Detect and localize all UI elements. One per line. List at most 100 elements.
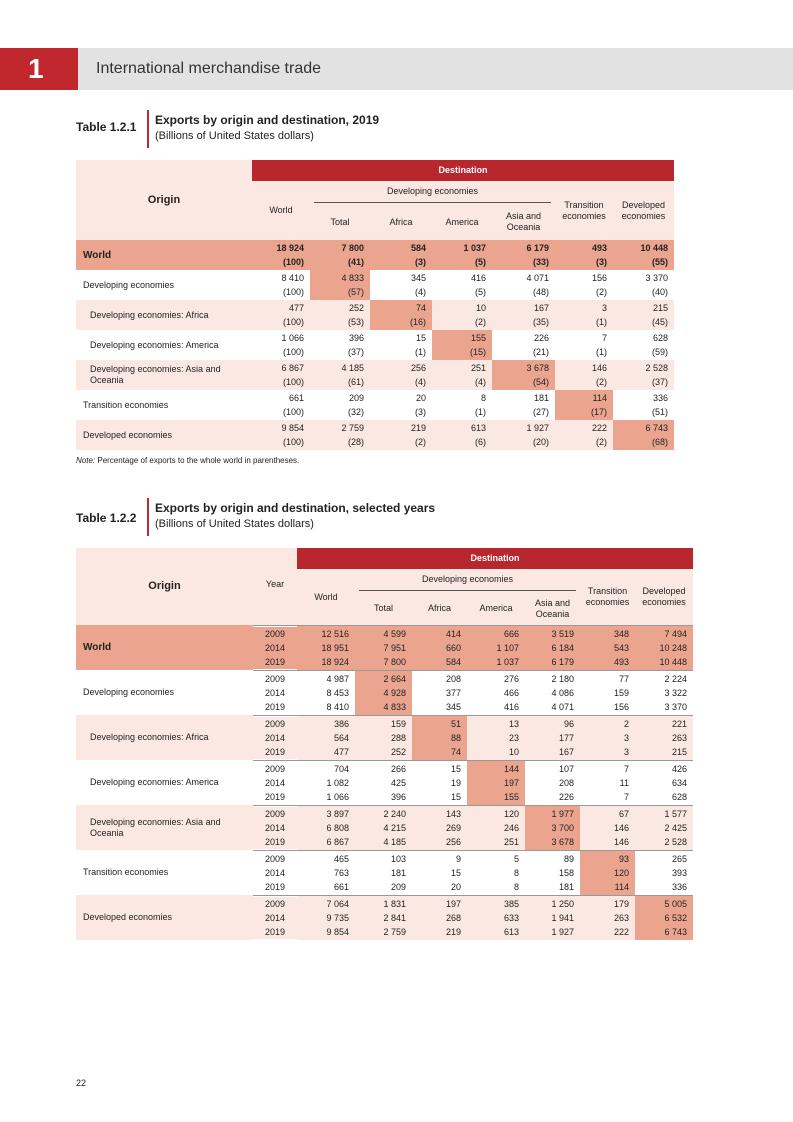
cell-bg [492, 420, 555, 450]
value: 4 086 [551, 688, 574, 698]
value: 666 [503, 629, 519, 639]
value: 9 854 [326, 927, 349, 937]
column-header: World [269, 205, 293, 215]
value: 7 064 [326, 899, 349, 909]
value: 633 [503, 913, 519, 923]
value: 2 180 [551, 674, 574, 684]
cell-bg [613, 420, 674, 450]
cell-bg [580, 671, 635, 715]
group-rule [359, 590, 576, 591]
cell-bg [370, 360, 432, 390]
share: (5) [475, 287, 486, 297]
value: 1 977 [551, 809, 574, 819]
cell-bg [310, 390, 370, 420]
value: 20 [415, 393, 426, 403]
value: 10 [475, 303, 486, 313]
value: 6 743 [664, 927, 687, 937]
share: (100) [282, 317, 304, 327]
value: 146 [591, 363, 607, 373]
value: 414 [445, 629, 461, 639]
value: 167 [533, 303, 549, 313]
group-rule [314, 202, 551, 203]
cell-bg [525, 806, 580, 850]
value: 10 448 [659, 657, 687, 667]
cell-bg [467, 851, 525, 895]
row-rule [253, 715, 693, 716]
value: 613 [503, 927, 519, 937]
share: (2) [596, 437, 607, 447]
column-header: Total [373, 603, 393, 613]
value: 1 107 [496, 643, 519, 653]
value: 222 [591, 423, 607, 433]
row-rule [253, 625, 693, 626]
value: 215 [652, 303, 668, 313]
year: 2009 [253, 762, 297, 776]
column-header: America [445, 216, 479, 227]
cell-bg [370, 300, 432, 330]
share: (1) [415, 347, 426, 357]
value: 15 [415, 333, 426, 343]
value: 704 [333, 764, 349, 774]
value: 2 528 [645, 363, 668, 373]
value: 20 [450, 882, 461, 892]
share: (3) [596, 257, 607, 267]
value: 416 [470, 273, 486, 283]
row-origin: Transition economies [76, 850, 253, 895]
cell-bg [412, 671, 467, 715]
year: 2009 [253, 897, 297, 911]
value: 221 [671, 719, 687, 729]
cell-bg [467, 896, 525, 940]
cell-bg [412, 851, 467, 895]
cell-bg [555, 330, 613, 360]
value: 209 [348, 393, 364, 403]
value: 107 [558, 764, 574, 774]
value: 156 [591, 273, 607, 283]
cell-bg [635, 896, 693, 940]
year: 2019 [253, 880, 297, 894]
cell-bg [355, 671, 412, 715]
cell-bg [580, 716, 635, 760]
share: (100) [282, 437, 304, 447]
share: (16) [409, 317, 426, 327]
row-origin: Developed economies [76, 895, 253, 940]
value: 120 [503, 809, 519, 819]
cell-bg [525, 626, 580, 670]
value: 15 [450, 792, 461, 802]
share: (6) [475, 437, 486, 447]
value: 10 448 [640, 243, 668, 253]
cell-bg [432, 360, 492, 390]
cell-bg [613, 360, 674, 390]
value: 426 [671, 764, 687, 774]
value: 377 [445, 688, 461, 698]
value: 660 [445, 643, 461, 653]
value: 6 179 [551, 657, 574, 667]
share: (2) [596, 287, 607, 297]
column-header: Asia and Oceania [534, 597, 571, 619]
value: 114 [614, 882, 629, 892]
year: 2014 [253, 731, 297, 745]
value: 51 [450, 719, 461, 729]
year: 2019 [253, 835, 297, 849]
column-header: Developed economies [642, 586, 686, 607]
value: 15 [450, 868, 461, 878]
share: (35) [532, 317, 549, 327]
value: 1 037 [496, 657, 519, 667]
value: 226 [533, 333, 549, 343]
cell-bg [252, 330, 310, 360]
divider [147, 498, 149, 536]
cell-bg [525, 716, 580, 760]
share: (37) [651, 377, 668, 387]
value: 6 184 [551, 643, 574, 653]
share: (1) [596, 317, 607, 327]
value: 2 240 [383, 809, 406, 819]
cell-bg [370, 330, 432, 360]
value: 15 [450, 764, 461, 774]
value: 1 831 [383, 899, 406, 909]
value: 5 005 [664, 899, 687, 909]
share: (54) [532, 377, 549, 387]
value: 3 700 [551, 823, 574, 833]
value: 8 [480, 393, 486, 403]
value: 269 [445, 823, 461, 833]
table-label: Table 1.2.1 [76, 120, 137, 134]
